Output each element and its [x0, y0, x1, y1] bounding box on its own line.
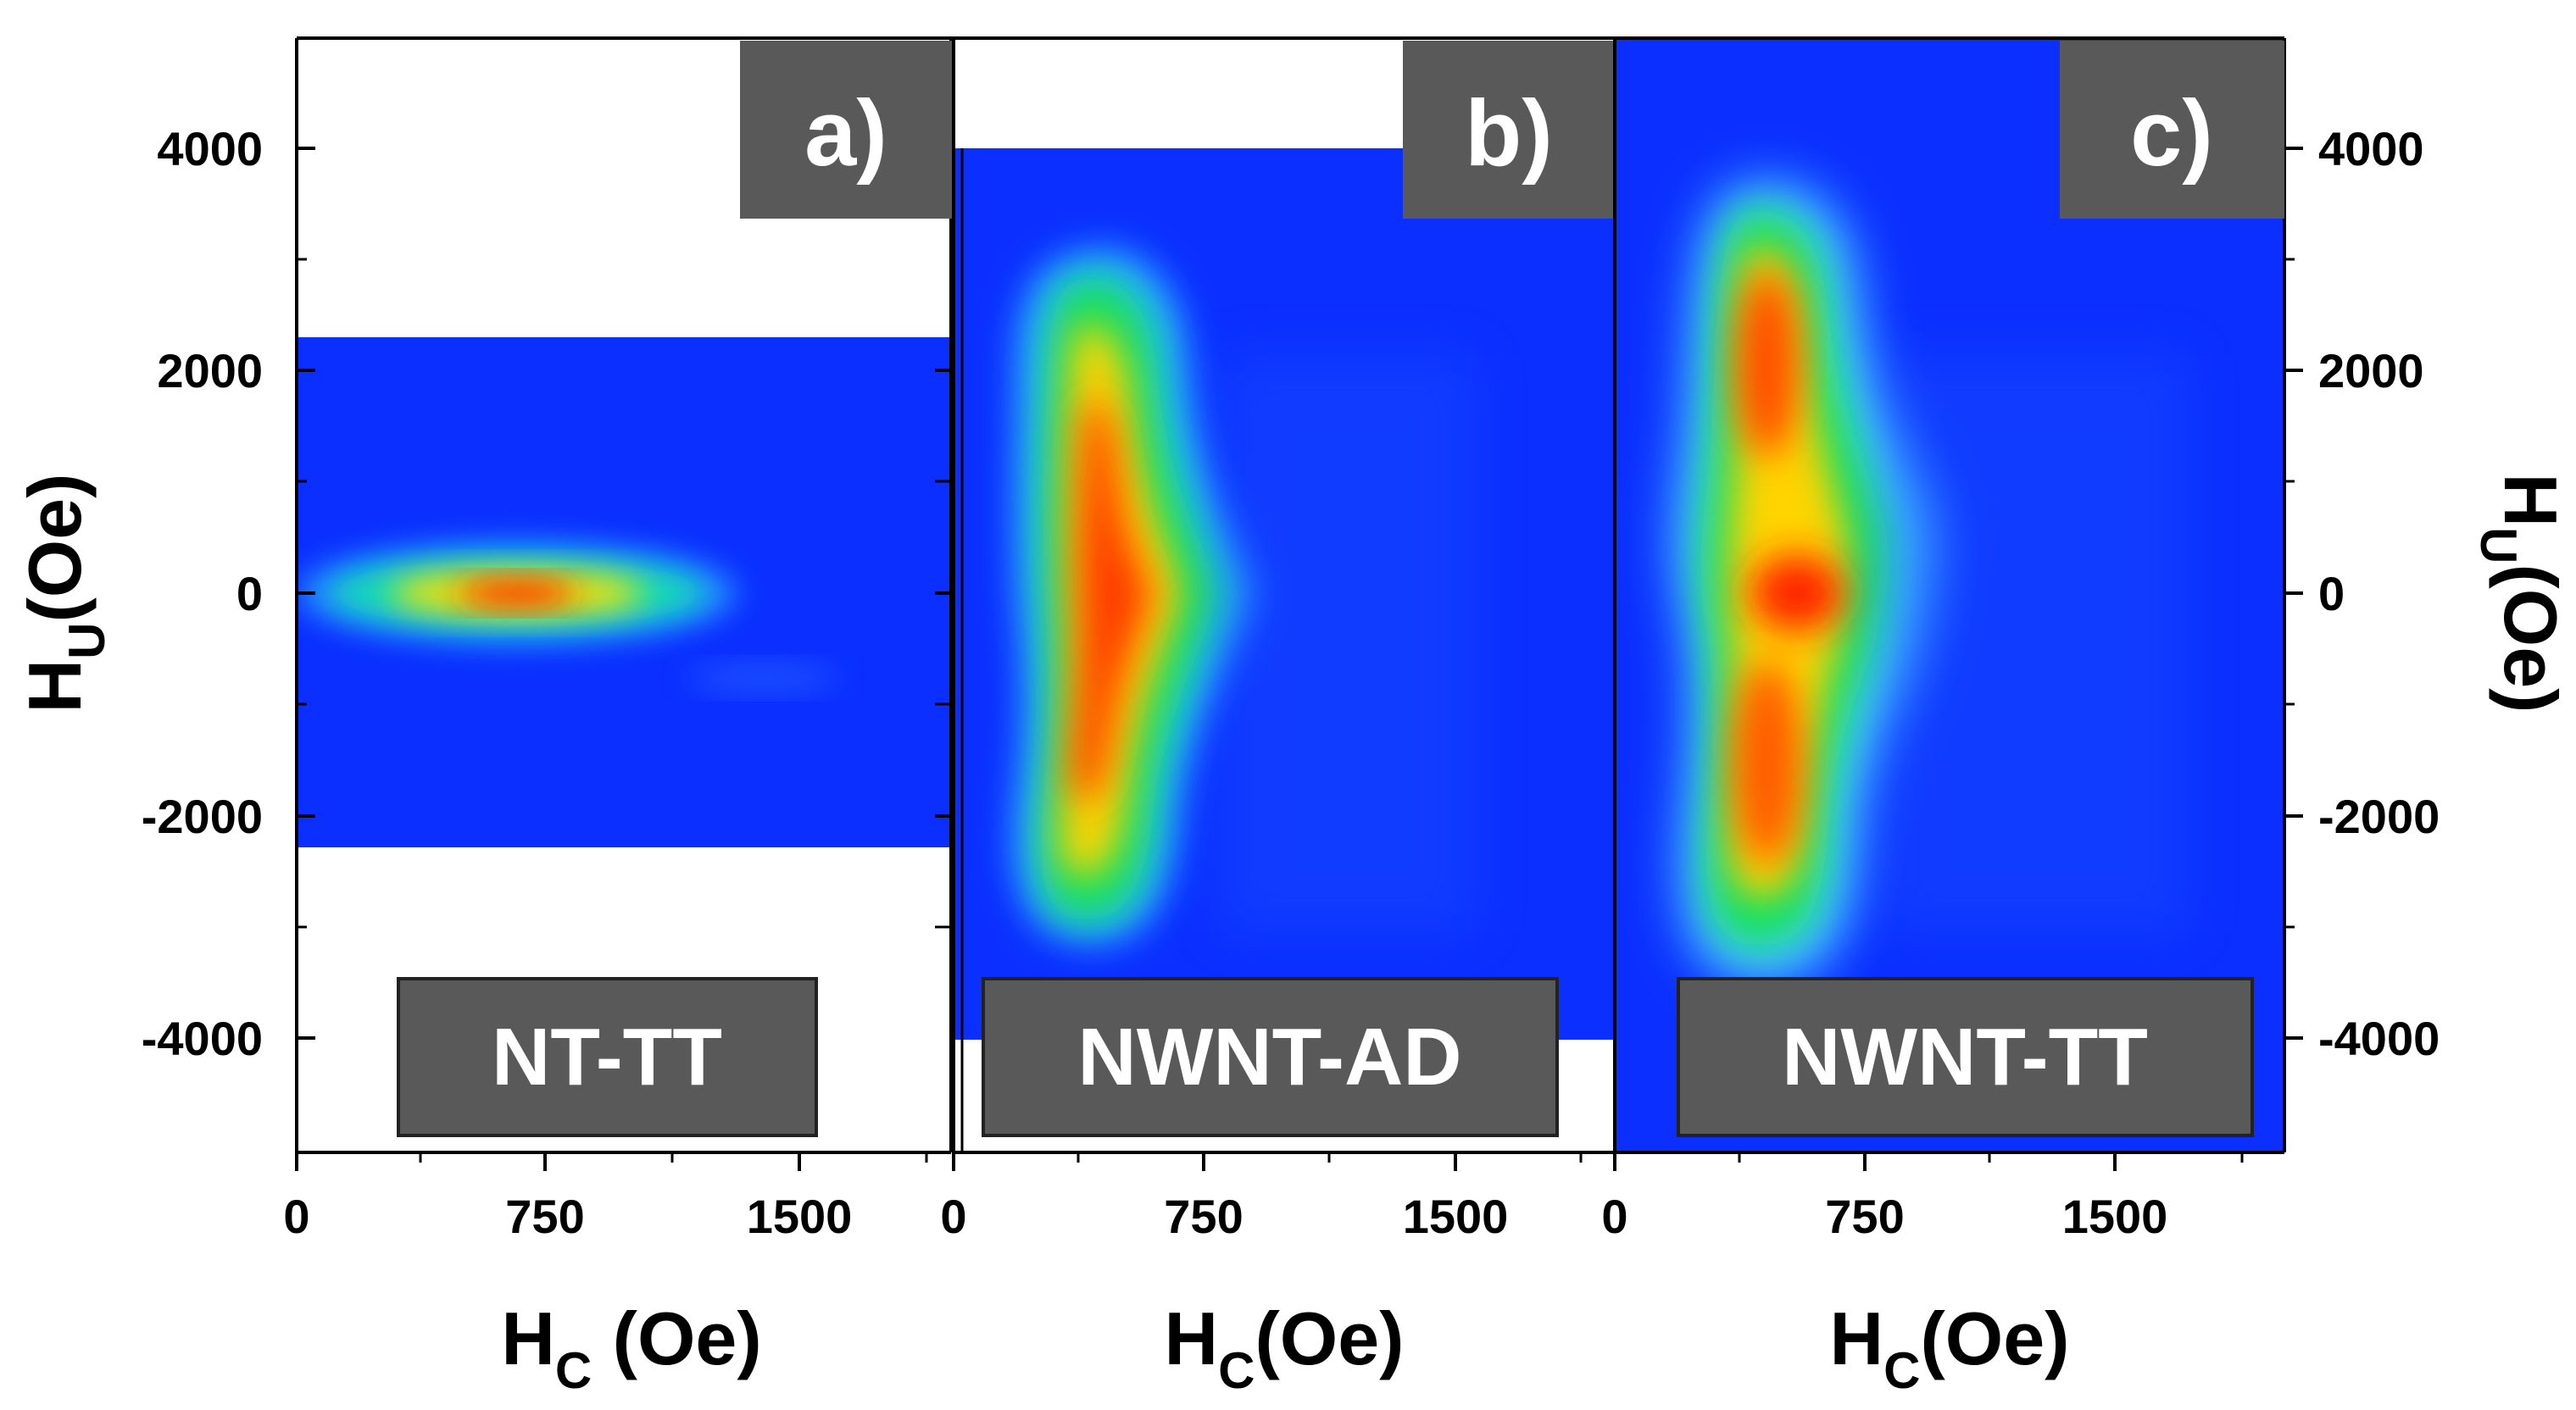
- x-tick-label: 0: [283, 1190, 309, 1243]
- panel-b-tag-box: [1403, 41, 1615, 219]
- panel-b-tag: b): [1465, 81, 1553, 186]
- y-tick-label: 0: [2318, 567, 2345, 620]
- x-title-sub: C: [1218, 1342, 1255, 1399]
- panel-c-sample-label: NWNT-TT: [1782, 1012, 2148, 1102]
- panel-a-x-axis-title: HC (Oe): [501, 1296, 761, 1399]
- y-title-unit: (Oe): [2489, 563, 2573, 713]
- y-tick-label: 4000: [157, 122, 263, 175]
- y-tick-label: -4000: [2318, 1012, 2440, 1065]
- y-title-main: H: [2489, 474, 2573, 528]
- panel-c-heat: [1673, 181, 2187, 985]
- x-title-main: H: [1830, 1296, 1884, 1380]
- panel-a-tag: a): [804, 81, 887, 186]
- right-y-axis-title: HU(Oe): [2470, 474, 2573, 713]
- y-tick-label: 4000: [2318, 122, 2424, 175]
- y-title-sub: U: [58, 623, 115, 659]
- x-title-unit: (Oe): [592, 1296, 761, 1380]
- panel-a: 4000 2000 0 -2000 -4000 0 750 1500 a) NT…: [142, 38, 953, 1243]
- panel-a-x-ticks: 0 750 1500: [283, 1152, 928, 1243]
- x-title-sub: C: [555, 1342, 592, 1399]
- panel-b-ridge-core: [1072, 398, 1153, 802]
- y-tick-label: 2000: [2318, 344, 2424, 397]
- panel-c-core-upper: [1738, 271, 1797, 458]
- panel-b-x-ticks: 0 750 1500: [940, 1152, 1583, 1243]
- panel-c-core-lower: [1733, 661, 1801, 864]
- panel-c-y-ticks: 4000 2000 0 -2000 -4000: [2284, 122, 2440, 1065]
- panel-c-core-center: [1750, 555, 1844, 631]
- y-tick-label: 0: [236, 567, 263, 620]
- x-tick-label: 750: [1164, 1190, 1243, 1243]
- panel-c-tag-box: [2060, 41, 2284, 219]
- panel-b-faint-streaks: [1221, 356, 1475, 932]
- panel-b: 0 750 1500 b) NWNT-AD: [935, 38, 1616, 1243]
- panel-a-faint-lobe: [687, 666, 839, 690]
- x-tick-label: 750: [505, 1190, 584, 1243]
- panel-c-sample-box: [1677, 977, 2254, 1137]
- y-tick-label: -4000: [142, 1012, 263, 1065]
- panel-a-y-ticks: 4000 2000 0 -2000 -4000: [142, 122, 315, 1065]
- panel-c-faint-streaks: [1882, 356, 2187, 932]
- x-tick-label: 750: [1825, 1190, 1904, 1243]
- x-title-unit: (Oe): [1920, 1296, 2069, 1380]
- y-tick-label: 2000: [157, 344, 263, 397]
- y-title-sub: U: [2470, 527, 2527, 563]
- left-y-axis-title: HU(Oe): [13, 474, 115, 713]
- panel-b-heat: [1014, 250, 1475, 942]
- x-tick-label: 1500: [747, 1190, 853, 1243]
- y-title-main: H: [13, 659, 97, 713]
- x-title-main: H: [1165, 1296, 1219, 1380]
- x-title-unit: (Oe): [1255, 1296, 1404, 1380]
- x-tick-label: 0: [940, 1190, 966, 1243]
- panel-a-heat: [297, 542, 839, 690]
- panel-b-sample-label: NWNT-AD: [1077, 1012, 1461, 1102]
- panel-c-x-ticks: 0 750 1500: [1601, 1152, 2244, 1243]
- panel-a-peak-core: [458, 580, 576, 606]
- panel-a-sample-box: [397, 977, 818, 1137]
- panel-b-sample-box: [982, 977, 1559, 1137]
- panel-a-tag-box: [740, 41, 952, 219]
- panel-c-tag: c): [2130, 81, 2213, 186]
- panel-c-x-axis-title: HC(Oe): [1830, 1296, 2070, 1399]
- y-tick-label: -2000: [2318, 790, 2440, 843]
- y-title-unit: (Oe): [13, 474, 97, 623]
- x-tick-label: 1500: [1403, 1190, 1509, 1243]
- x-title-main: H: [501, 1296, 555, 1380]
- panel-a-sample-label: NT-TT: [492, 1012, 722, 1102]
- panel-b-y-ticks: [935, 369, 954, 929]
- x-title-sub: C: [1883, 1342, 1920, 1399]
- panel-b-x-axis-title: HC(Oe): [1165, 1296, 1405, 1399]
- x-tick-label: 1500: [2062, 1190, 2168, 1243]
- y-tick-label: -2000: [142, 790, 263, 843]
- panel-c: 0 750 1500 4000 2000 0 -2000 -4000 c) NW…: [1601, 38, 2440, 1243]
- x-tick-label: 0: [1601, 1190, 1627, 1243]
